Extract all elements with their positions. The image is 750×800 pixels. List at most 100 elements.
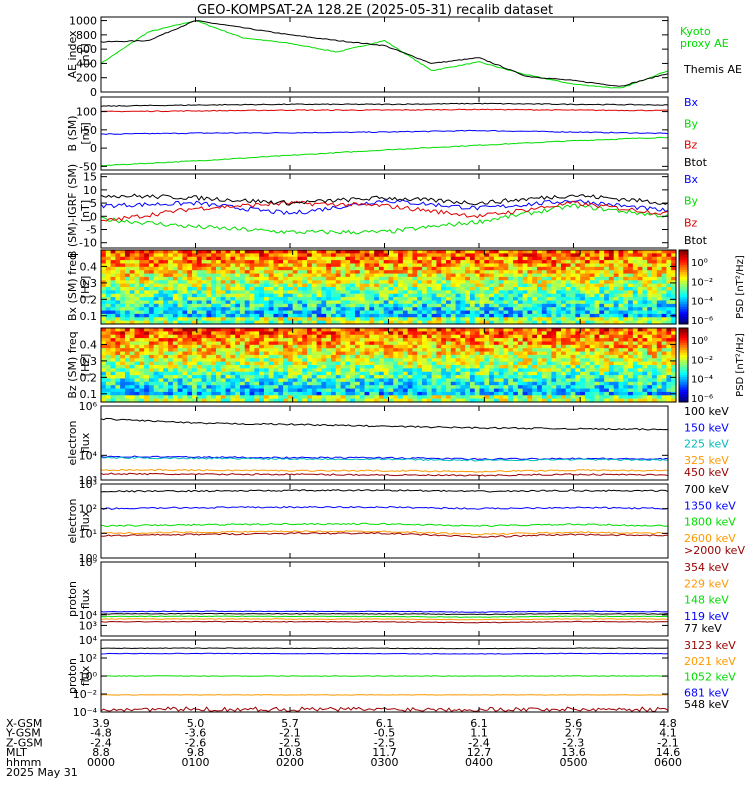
- spectrogram-cell: [623, 263, 629, 268]
- spectrogram-cell: [230, 375, 236, 380]
- spectrogram-cell: [335, 341, 342, 346]
- spectrogram-cell: [422, 290, 428, 295]
- spectrogram-cell: [340, 395, 346, 400]
- spectrogram-cell: [484, 375, 490, 380]
- spectrogram-cell: [647, 293, 653, 298]
- spectrogram-cell: [139, 368, 145, 373]
- spectrogram-cell: [412, 283, 418, 288]
- spectrogram-cell: [201, 300, 208, 305]
- spectrogram-cell: [148, 320, 155, 325]
- spectrogram-cell: [297, 283, 303, 288]
- spectrogram-cell: [546, 263, 553, 268]
- spectrogram-cell: [216, 253, 222, 258]
- spectrogram-cell: [302, 388, 308, 393]
- spectrogram-cell: [326, 354, 332, 359]
- spectrogram-cell: [417, 260, 423, 265]
- spectrogram-cell: [661, 266, 668, 271]
- spectrogram-cell: [321, 361, 327, 366]
- spectrogram-cell: [163, 273, 169, 278]
- spectrogram-cell: [259, 256, 265, 261]
- spectrogram-cell: [417, 338, 423, 343]
- spectrogram-cell: [359, 341, 366, 346]
- spectrogram-cell: [493, 266, 500, 271]
- spectrogram-cell: [273, 260, 279, 265]
- spectrogram-cell: [316, 313, 323, 318]
- spectrogram-cell: [398, 391, 404, 396]
- spectrogram-cell: [532, 331, 538, 336]
- spectrogram-cell: [134, 351, 140, 356]
- spectrogram-cell: [110, 371, 116, 376]
- spectrogram-cell: [225, 358, 231, 363]
- spectrogram-cell: [225, 328, 231, 332]
- spectrogram-cell: [230, 354, 236, 359]
- spectrogram-cell: [493, 378, 500, 383]
- spectrogram-cell: [537, 361, 543, 366]
- spectrogram-cell: [402, 385, 409, 390]
- spectrogram-cell: [465, 293, 471, 298]
- spectrogram-cell: [244, 358, 251, 363]
- spectrogram-cell: [254, 375, 260, 380]
- spectrogram-cell: [244, 368, 251, 373]
- spectrogram-cell: [469, 270, 476, 275]
- spectrogram-cell: [537, 328, 543, 332]
- spectrogram-cell: [465, 348, 471, 353]
- spectrogram-cell: [187, 351, 193, 356]
- spectrogram-cell: [513, 307, 519, 312]
- spectrogram-cell: [216, 317, 222, 322]
- spectrogram-cell: [216, 307, 222, 312]
- spectrogram-cell: [216, 310, 222, 315]
- spectrogram-cell: [206, 293, 212, 298]
- spectrogram-cell: [340, 365, 346, 369]
- spectrogram-cell: [244, 378, 251, 383]
- spectrogram-cell: [546, 313, 553, 318]
- spectrogram-cell: [278, 290, 284, 295]
- spectrogram-cell: [235, 317, 241, 322]
- spectrogram-cell: [551, 300, 557, 305]
- spectrogram-cell: [249, 293, 255, 298]
- spectrogram-cell: [661, 293, 668, 298]
- spectrogram-cell: [632, 317, 639, 322]
- spectrogram-cell: [532, 395, 538, 400]
- spectrogram-cell: [259, 354, 265, 359]
- spectrogram-cell: [249, 338, 255, 343]
- spectrogram-cell: [302, 253, 308, 258]
- spectrogram-cell: [263, 256, 270, 261]
- spectrogram-cell: [479, 283, 485, 288]
- spectrogram-cell: [580, 256, 586, 261]
- spectrogram-cell: [139, 375, 145, 380]
- spectrogram-cell: [503, 313, 509, 318]
- spectrogram-cell: [187, 256, 193, 261]
- spectrogram-cell: [177, 331, 184, 336]
- spectrogram-cell: [120, 290, 126, 295]
- y-tick-label: 100: [76, 106, 97, 119]
- spectrogram-cell: [532, 300, 538, 305]
- spectrogram-cell: [263, 310, 270, 315]
- spectrogram-cell: [584, 297, 591, 302]
- spectrogram-cell: [163, 365, 169, 369]
- spectrogram-cell: [350, 293, 356, 298]
- spectrogram-cell: [172, 348, 179, 353]
- spectrogram-cell: [364, 273, 370, 278]
- spectrogram-cell: [302, 361, 308, 366]
- spectrogram-cell: [187, 287, 193, 291]
- spectrogram-cell: [316, 334, 323, 339]
- spectrogram-cell: [556, 253, 562, 258]
- spectrogram-cell: [393, 354, 399, 359]
- spectrogram-cell: [172, 266, 179, 271]
- spectrogram-cell: [503, 250, 509, 254]
- spectrogram-cell: [263, 344, 270, 349]
- spectrogram-cell: [388, 388, 394, 393]
- spectrogram-cell: [268, 300, 275, 305]
- spectrogram-cell: [326, 253, 332, 258]
- spectrogram-cell: [110, 354, 116, 359]
- spectrogram-cell: [302, 385, 308, 390]
- spectrogram-cell: [144, 266, 150, 271]
- spectrogram-cell: [522, 273, 529, 278]
- spectrogram-cell: [517, 354, 524, 359]
- spectrogram-cell: [259, 253, 265, 258]
- spectrogram-cell: [580, 250, 586, 254]
- spectrogram-cell: [551, 263, 557, 268]
- series-line-bx: [101, 129, 669, 135]
- spectrogram-cell: [383, 273, 390, 278]
- spectrogram-cell: [307, 300, 313, 305]
